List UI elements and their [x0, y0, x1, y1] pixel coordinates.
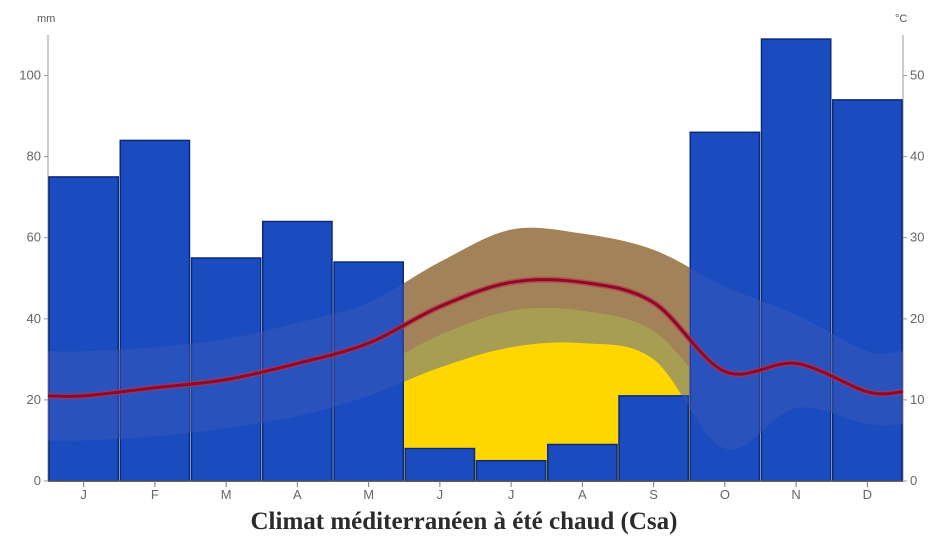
- y-left-tick-label: 100: [19, 68, 41, 83]
- precip-bar-dry-6: [404, 447, 476, 482]
- precip-bar-3: [190, 257, 262, 482]
- x-tick-label-1: J: [80, 487, 87, 502]
- precip-bar-dry-7: [475, 459, 547, 482]
- axis-ticks: J F M A M J J A S O N D 0 20 40 60 80 100 0 10 20 30 40 50 60: [19, 0, 924, 502]
- x-tick-label-4: A: [293, 487, 302, 502]
- y-right-tick-label: 40: [910, 149, 924, 164]
- precip-bar-dry-9: [618, 395, 689, 482]
- x-tick-label-9: S: [649, 487, 658, 502]
- precip-bar-dry-8: [547, 443, 618, 482]
- y-left-tick-label: 40: [27, 311, 41, 326]
- x-tick-label-11: N: [791, 487, 800, 502]
- temperature-line: [47, 276, 904, 400]
- precip-bar-2: [119, 139, 191, 482]
- x-tick-label-3: M: [221, 487, 232, 502]
- y-right-tick-label: 0: [910, 473, 917, 488]
- precip-bar-1: [48, 176, 119, 482]
- y-right-tick-label: 20: [910, 311, 924, 326]
- y-left-tick-label: 60: [27, 230, 41, 245]
- x-tick-label-5: M: [363, 487, 374, 502]
- x-tick-label-7: J: [508, 487, 515, 502]
- y-right-tick-label: 10: [910, 392, 924, 407]
- y-right-tick-label: 60: [910, 0, 924, 1]
- temperature-range-blue: [48, 227, 903, 450]
- precip-bar-12: [832, 99, 903, 482]
- dry-season: [404, 307, 690, 481]
- precip-bar-10: [689, 131, 761, 482]
- chart-caption: Climat méditerranéen à été chaud (Csa): [250, 508, 678, 535]
- precip-bar-4: [262, 220, 333, 482]
- precip-bar-5: [333, 261, 404, 482]
- x-tick-label-12: D: [863, 487, 872, 502]
- x-tick-label-6: J: [437, 487, 444, 502]
- temperature-line-path: [47, 278, 904, 398]
- y-left-tick-label: 0: [34, 473, 41, 488]
- y-left-tick-label: 20: [27, 392, 41, 407]
- x-tick-label-2: F: [151, 487, 159, 502]
- precip-bar-11: [760, 38, 832, 482]
- y-right-tick-label: 30: [910, 230, 924, 245]
- x-tick-label-10: O: [720, 487, 730, 502]
- left-axis-unit: mm: [37, 13, 55, 25]
- y-right-tick-label: 50: [910, 68, 924, 83]
- x-tick-label-8: A: [578, 487, 587, 502]
- temperature-range-band: [48, 227, 903, 450]
- y-left-tick-label: 80: [27, 149, 41, 164]
- right-axis-unit: °C: [895, 13, 907, 25]
